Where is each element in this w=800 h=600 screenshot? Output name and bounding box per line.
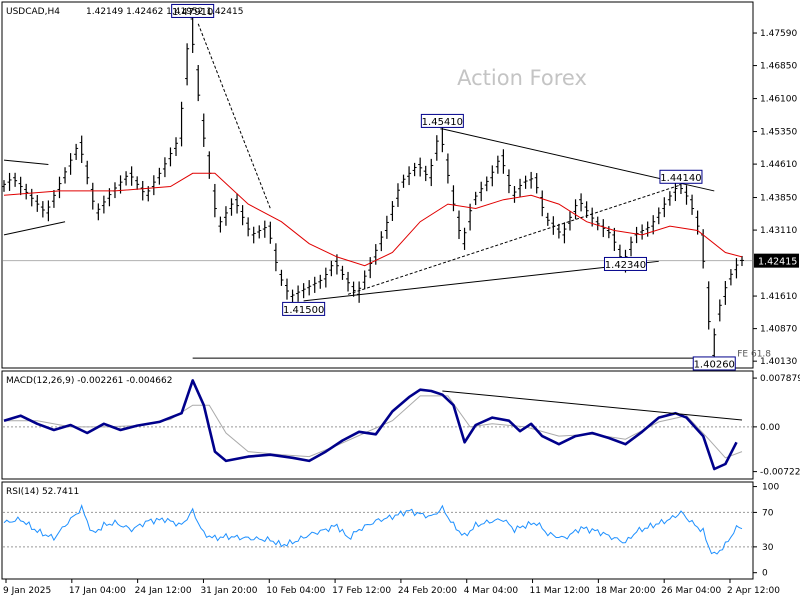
macd-layer [3, 379, 752, 471]
price-layer: 1.47910 1.45410 1.44140 1.42340 1.41500 1.402… [2, 3, 771, 371]
annotation-text: 1.45410 [422, 117, 463, 128]
trendline [347, 184, 682, 295]
time-tick-label: 4 Mar 04:00 [464, 586, 519, 596]
price-tick-label: 1.44610 [760, 160, 797, 170]
annotation-box [659, 169, 703, 184]
price-tick-label: 1.46850 [760, 62, 797, 72]
time-tick-label: 31 Jan 20:00 [200, 586, 257, 596]
price-tick-label: 1.46100 [760, 95, 797, 105]
price-tick-label: 1.41610 [760, 292, 797, 302]
price-tick-label: 1.43110 [760, 226, 797, 236]
price-tick-label: 1.40870 [760, 325, 797, 335]
rsi-panel [1, 481, 754, 580]
annotation-label: 1.40260 [692, 356, 736, 371]
annotation-label: 1.42340 [603, 256, 647, 271]
annotation-text: 1.44140 [660, 173, 701, 184]
ohlc-label: 1.42149 1.42462 1.41952 1.42415 [86, 7, 243, 17]
trendline [3, 221, 66, 236]
rsi-line [3, 504, 743, 555]
annotation-text: 1.47910 [172, 7, 213, 18]
moving-average-line [3, 172, 743, 267]
annotation-box [282, 301, 326, 316]
time-tick-label: 24 Feb 20:00 [398, 586, 457, 596]
time-tick-label: 18 Mar 20:00 [595, 586, 655, 596]
rsi-tick-label: 100 [762, 483, 779, 493]
annotation-box [171, 3, 215, 18]
trendline [3, 159, 49, 166]
price-tick-label: 1.43850 [760, 194, 797, 204]
macd-main-line [3, 379, 738, 471]
price-tick-label: 1.47590 [760, 29, 797, 39]
annotation-label: 1.47910 [171, 3, 215, 18]
annotation-text: 1.42340 [605, 260, 646, 271]
price-panel [1, 1, 754, 369]
annotation-text: 1.41500 [283, 305, 324, 316]
time-tick-label: 2 Apr 12:00 [727, 586, 780, 596]
rsi-tick-label: 70 [762, 508, 774, 518]
macd-tick-label: 0.00 [760, 423, 780, 433]
axis-layer: 1.47590 1.46850 1.46100 1.45350 1.44610 1.438… [3, 29, 800, 596]
macd-trendline [442, 390, 743, 421]
trendline [197, 23, 271, 209]
time-tick-label: 17 Feb 12:00 [332, 586, 391, 596]
rsi-label: RSI(14) 52.7411 [6, 487, 79, 497]
price-tick-label: 1.40130 [760, 357, 797, 367]
current-price-box [754, 253, 799, 268]
macd-label: MACD(12,26,9) -0.002261 -0.004662 [6, 376, 172, 386]
annotation-text: 1.40260 [694, 359, 735, 370]
rsi-layer [3, 504, 752, 555]
annotation-label: 1.41500 [282, 301, 326, 316]
price-tick-label: 1.45350 [760, 128, 797, 138]
annotation-label: 1.45410 [420, 113, 464, 128]
macd-panel [1, 370, 754, 480]
macd-tick-label: 0.007879 [760, 374, 800, 384]
annotation-box [420, 113, 464, 128]
time-tick-label: 17 Jan 04:00 [69, 586, 126, 596]
watermark: Action Forex [457, 66, 587, 90]
time-tick-label: 9 Jan 2025 [3, 586, 51, 596]
time-tick-label: 10 Feb 04:00 [266, 586, 325, 596]
time-tick-label: 11 Mar 12:00 [530, 586, 590, 596]
time-tick-label: 26 Mar 04:00 [661, 586, 721, 596]
fe-label: FE 61.8 [737, 349, 771, 359]
annotation-box [603, 256, 647, 271]
rsi-tick-label: 30 [762, 543, 774, 553]
annotation-label: 1.44140 [659, 169, 703, 184]
trendline [303, 260, 659, 302]
symbol-label: USDCAD,H4 [6, 7, 60, 17]
time-tick-label: 24 Jan 12:00 [135, 586, 192, 596]
annotation-box [692, 356, 736, 371]
rsi-tick-label: 0 [762, 569, 768, 579]
current-price-label: 1.42415 [758, 257, 797, 268]
macd-tick-label: -0.007229 [760, 468, 800, 478]
